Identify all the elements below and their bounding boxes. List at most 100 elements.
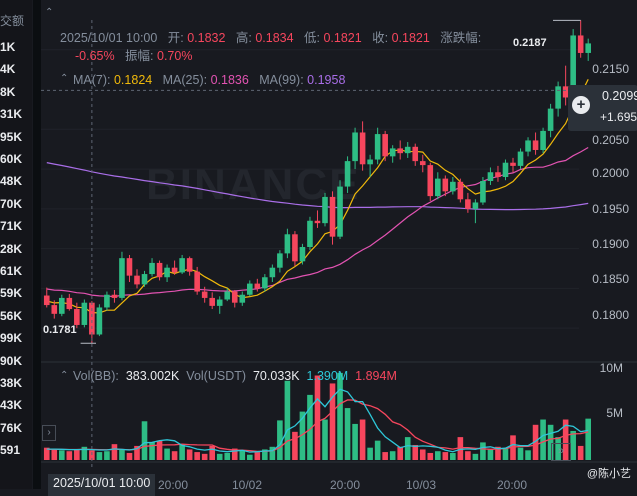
volume-bar	[472, 453, 479, 460]
candle-body	[374, 134, 381, 160]
volume-bar	[96, 452, 103, 460]
candle-body	[577, 35, 584, 53]
candle-body	[404, 146, 411, 154]
volume-bar	[292, 431, 298, 460]
ma25-value: 0.1836	[210, 73, 249, 87]
candle-body	[134, 275, 140, 285]
candle-body	[435, 178, 441, 197]
volume-bar	[209, 445, 215, 460]
volume-bar	[532, 424, 539, 460]
volume-tick: 10M	[599, 361, 623, 375]
volume-bar	[412, 445, 419, 460]
volume-bar	[66, 451, 73, 460]
volume-bar	[262, 449, 268, 460]
collapse-vol-icon[interactable]: ⌃	[60, 370, 69, 381]
low-label: 低:	[304, 31, 320, 45]
volume-ma-fast	[46, 388, 589, 453]
volume-bar	[89, 450, 95, 460]
ma7-label: MA(7):	[73, 73, 111, 87]
volume-bar	[404, 437, 411, 460]
candle-body	[254, 283, 261, 289]
ohlc-row-2: -0.65% 振幅: 0.70%	[75, 45, 192, 64]
candle-body	[292, 234, 298, 262]
vol-bb-label: Vol(BB):	[73, 369, 119, 383]
candle-body	[465, 199, 471, 209]
price-tick: 0.1950	[592, 202, 629, 216]
candle-body	[299, 247, 306, 262]
vol-ma2-value: 1.894M	[355, 369, 397, 383]
candle-body	[502, 162, 509, 178]
volume-bar	[329, 383, 336, 460]
collapse-icon[interactable]: ⌃	[45, 7, 54, 18]
candle-body	[247, 283, 253, 295]
volume-bar	[149, 442, 155, 460]
volume-bar	[111, 444, 118, 460]
candle-body	[239, 294, 246, 303]
vol-bb-value: 383.002K	[125, 369, 180, 383]
ma7-value: 0.1824	[113, 73, 153, 87]
volume-bar	[322, 419, 328, 460]
order-book-volume: 1K	[0, 40, 16, 54]
candle-body	[397, 148, 403, 154]
candle-body	[450, 181, 456, 192]
price-tick: 0.2000	[592, 166, 629, 180]
volume-bar	[344, 408, 351, 460]
volume-bar	[314, 375, 321, 460]
volume-bar	[352, 423, 358, 460]
volume-bar	[254, 452, 261, 460]
volume-bar	[247, 454, 253, 460]
volume-bar	[126, 452, 133, 460]
candle-body	[81, 302, 88, 325]
volume-bar	[367, 447, 373, 460]
collapse-ma-icon[interactable]: ⌃	[60, 73, 69, 84]
volume-bar	[284, 380, 291, 460]
volume-bar	[480, 442, 486, 460]
price-tick: 0.1900	[592, 237, 629, 251]
candle-body	[111, 294, 118, 298]
time-label: 20:00	[497, 478, 528, 492]
candle-body	[495, 172, 501, 178]
volume-bar	[427, 452, 434, 460]
ma-row: MA(7): 0.1824 MA(25): 0.1836 MA(99): 0.1…	[73, 73, 345, 87]
candle-body	[194, 271, 200, 292]
scroll-to-latest-icon[interactable]: »	[551, 443, 571, 461]
order-book-volume: 8K	[0, 84, 16, 99]
volume-bar	[119, 449, 125, 460]
candle-body	[262, 277, 268, 289]
volume-tick: 5M	[606, 406, 623, 420]
current-price-box[interactable]: + 0.2099 +1.6957	[568, 85, 637, 131]
candle-body	[472, 202, 479, 209]
candle-body	[164, 267, 170, 278]
candle-body	[216, 299, 223, 306]
volume-bar	[299, 411, 306, 460]
volume-bar	[555, 437, 561, 460]
high-label: 高:	[235, 31, 252, 45]
order-book-volume: 43K	[0, 398, 23, 413]
expand-left-icon[interactable]: ›	[42, 425, 56, 441]
volume-bar	[382, 452, 388, 460]
vol-usdt-value: 70.033K	[252, 369, 300, 383]
volume-bar	[495, 446, 501, 460]
open-value: 0.1832	[187, 31, 226, 45]
candle-body	[352, 132, 358, 162]
volume-bar	[547, 424, 554, 460]
chart-area[interactable]: BINANCE ⌃ 2025/10/01 10:00 开: 0.1832 高: …	[41, 0, 637, 496]
order-book-volume: 48K	[0, 174, 23, 189]
volume-bar	[51, 449, 58, 460]
order-book-header: 交额	[0, 14, 25, 28]
volume-bar	[104, 451, 110, 460]
volume-bar	[419, 449, 426, 460]
candlestick-chart[interactable]	[41, 0, 637, 489]
change-label: 涨跌幅:	[440, 31, 482, 45]
add-order-icon[interactable]: +	[572, 96, 590, 114]
vol-usdt-label: Vol(USDT)	[186, 369, 247, 383]
order-book-volume: 31K	[0, 107, 23, 122]
volume-bar	[517, 447, 524, 460]
candle-body	[322, 196, 328, 224]
volume-bar	[43, 447, 50, 460]
volume-bar	[186, 449, 193, 460]
volume-bar	[570, 430, 576, 460]
panel-divider[interactable]	[33, 0, 41, 489]
volume-bar	[450, 452, 456, 460]
time-label: 20:00	[158, 478, 189, 492]
